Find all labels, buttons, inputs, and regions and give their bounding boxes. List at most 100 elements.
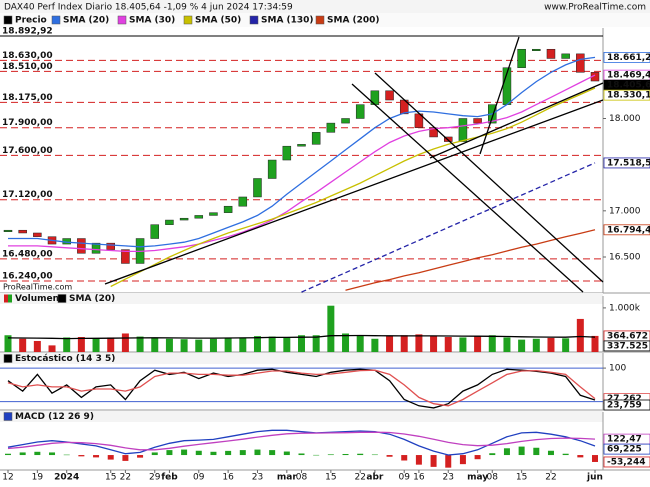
y-tick-label: 18.000 xyxy=(609,114,641,124)
line-series xyxy=(8,56,596,248)
volume-bar xyxy=(239,337,247,352)
volume-bar xyxy=(488,335,496,352)
volume-bar xyxy=(430,335,438,352)
histogram-bar xyxy=(210,451,217,456)
volume-bar xyxy=(591,335,599,352)
y-tick-label: 1.000k xyxy=(609,303,641,313)
x-tick-label: may xyxy=(467,473,488,483)
volume-bar xyxy=(19,338,27,352)
level-label: 18.630,00 xyxy=(2,51,53,61)
volume-bar xyxy=(312,335,320,352)
histogram-bar xyxy=(430,455,437,467)
volume-bar xyxy=(136,336,144,352)
volume-bar xyxy=(459,337,467,352)
candle xyxy=(444,136,453,142)
legend-label: MACD (12 26 9) xyxy=(15,412,94,422)
value-tag-label: 23,759 xyxy=(607,401,642,411)
volume-bar xyxy=(77,337,85,352)
volume-bar xyxy=(371,338,379,352)
x-tick-label: 12 xyxy=(2,473,13,483)
histogram-bar xyxy=(122,455,129,461)
volume-bar xyxy=(503,337,511,352)
site: www.ProRealTime.com xyxy=(544,3,646,13)
value-tag-label: 18.469,42 xyxy=(607,71,650,81)
value-tag-label: 18.330,13 xyxy=(607,91,650,101)
trend-lines xyxy=(104,36,604,293)
y-tick-label: 16.500 xyxy=(609,252,641,262)
histogram-bar xyxy=(357,453,364,456)
line-series xyxy=(301,162,596,293)
volume-bar xyxy=(107,337,115,352)
candle xyxy=(355,104,365,119)
histogram-bar xyxy=(166,450,173,456)
x-tick-label: 2024 xyxy=(54,473,79,483)
level-label: 17.600,00 xyxy=(2,146,53,156)
header-title: DAX40 Perf Index Diario 18.405,64 -1,09 … xyxy=(4,3,293,13)
candle xyxy=(238,196,248,207)
volume-bar xyxy=(195,339,203,352)
histogram-bar xyxy=(503,448,510,456)
line-series xyxy=(7,334,596,340)
level-label: 17.900,00 xyxy=(2,118,53,128)
level-label: 17.120,00 xyxy=(2,190,53,200)
volume-bar xyxy=(386,336,394,352)
x-tick-label: 22 xyxy=(545,473,556,483)
legend-swatch xyxy=(51,15,61,25)
x-tick-label: 16 xyxy=(413,473,425,483)
histogram-bar xyxy=(327,454,334,456)
legend-label: SMA (20) xyxy=(63,16,109,26)
watermark: ProRealTime.com xyxy=(3,283,72,292)
value-tag xyxy=(603,443,650,455)
line-series xyxy=(8,74,596,253)
trend-line xyxy=(429,82,604,159)
value-tag-label: 122,47 xyxy=(607,435,642,445)
legend-bar xyxy=(0,411,603,422)
candle xyxy=(473,118,482,124)
value-tag-label: 18.405,64 xyxy=(607,81,650,91)
histogram-bar xyxy=(474,455,481,460)
x-tick-label: 15 xyxy=(325,473,336,483)
histogram-bar xyxy=(195,450,202,456)
volume-bar xyxy=(4,335,12,352)
histogram-bar xyxy=(78,455,85,457)
trend-line xyxy=(351,83,584,293)
candle xyxy=(194,215,204,219)
candle xyxy=(311,132,321,145)
volume-bar xyxy=(224,337,232,352)
legend-swatch xyxy=(315,15,325,25)
line-series xyxy=(345,229,596,291)
line-series xyxy=(7,429,596,456)
x-tick-label: 29 xyxy=(149,473,161,483)
volume-bar xyxy=(532,338,540,352)
value-tag-label: 18.661,20 xyxy=(607,53,650,63)
x-tick-label: 16 xyxy=(222,473,234,483)
candle xyxy=(326,122,336,133)
value-tag-label: 69,225 xyxy=(607,445,642,455)
histogram-bar xyxy=(19,452,26,456)
histogram-bar xyxy=(225,450,232,456)
candle xyxy=(297,144,306,147)
value-tag xyxy=(603,224,650,236)
x-tick-label: 22 xyxy=(354,473,365,483)
legend-swatch xyxy=(57,294,67,303)
candle xyxy=(517,48,526,68)
histogram-bar xyxy=(547,450,554,456)
legend-bar xyxy=(0,13,650,27)
x-tick-label: 22 xyxy=(120,473,131,483)
value-tag xyxy=(603,89,650,101)
x-tick-label: 15 xyxy=(516,473,527,483)
x-tick-label: 09 xyxy=(398,473,410,483)
level-label: 18.175,00 xyxy=(2,93,53,103)
x-tick-label: abr xyxy=(366,473,384,483)
x-tick-label: 08 xyxy=(487,473,499,483)
level-label: 18.892,92 xyxy=(2,27,53,37)
candle xyxy=(429,127,438,138)
value-tag xyxy=(603,52,650,63)
candle xyxy=(165,219,174,225)
histogram-bar xyxy=(93,455,100,458)
volume-bar xyxy=(151,337,159,352)
line-series xyxy=(110,87,596,288)
y-tick-label: 17.000 xyxy=(609,206,641,216)
histogram-bar xyxy=(533,447,540,456)
